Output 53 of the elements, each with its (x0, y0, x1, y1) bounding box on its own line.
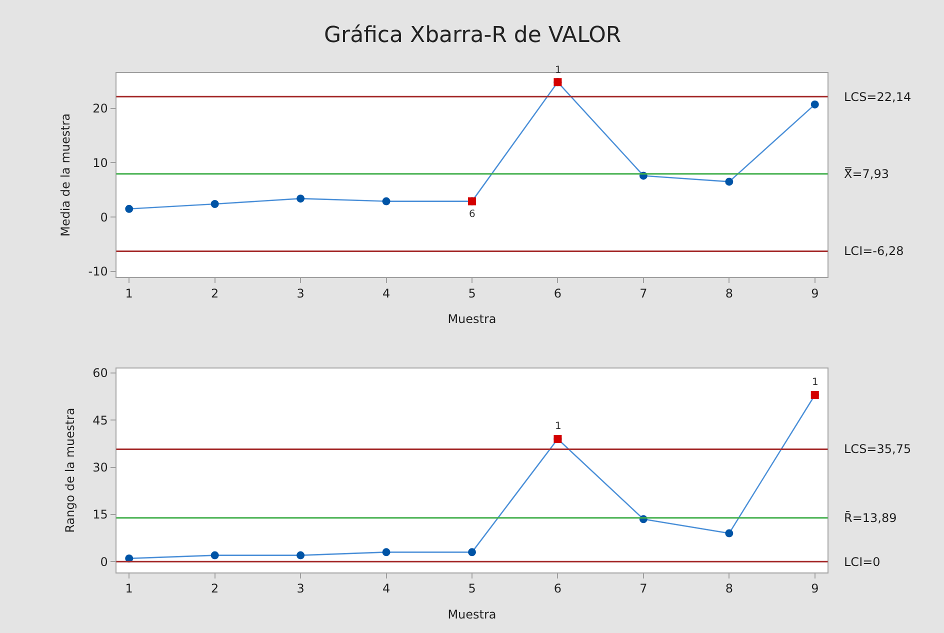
y-tick-label: 60 (92, 366, 108, 380)
x-axis-title: Muestra (448, 312, 496, 326)
point (382, 548, 390, 556)
point (725, 529, 734, 538)
y-tick-label: 30 (92, 460, 108, 474)
x-tick-label: 9 (811, 286, 819, 300)
x-tick-label: 2 (211, 582, 219, 596)
x-tick-label: 4 (382, 582, 390, 596)
x-tick-label: 2 (211, 286, 219, 300)
annotation: 1 (812, 377, 818, 388)
y-axis-title: Media de la muestra (58, 113, 73, 236)
y-tick-label: 0 (100, 210, 108, 224)
ref-line-label: LCS=35,75 (844, 442, 912, 456)
point (725, 178, 734, 186)
ref-line-label: R̄=13,89 (844, 511, 897, 526)
ref-line-label: LCS=22,14 (844, 90, 912, 104)
chart-title: Gráfica Xbarra-R de VALOR (324, 23, 622, 48)
ref-line-label: LCI=-6,28 (844, 244, 904, 258)
x-tick-label: 9 (811, 582, 819, 596)
annotation: 1 (555, 421, 562, 432)
x-axis-title: Muestra (448, 608, 496, 622)
y-tick-label: 45 (92, 413, 108, 428)
x-tick-label: 1 (125, 286, 133, 300)
x-tick-label: 3 (296, 582, 304, 596)
point (210, 200, 219, 208)
point (210, 551, 219, 560)
x-tick-label: 7 (640, 286, 648, 300)
x-tick-label: 3 (296, 286, 304, 300)
x-tick-label: 5 (468, 286, 476, 300)
x-tick-label: 7 (640, 582, 648, 596)
point (382, 197, 390, 206)
y-tick-label: 15 (92, 508, 108, 522)
x-tick-label: 4 (382, 286, 390, 300)
y-tick-label: -10 (88, 264, 108, 279)
x-tick-label: 5 (468, 582, 476, 596)
y-axis-title: Rango de la muestra (62, 408, 77, 533)
annotation: 6 (469, 209, 476, 220)
point (296, 194, 305, 203)
ref-line-label: LCI=0 (844, 555, 880, 569)
ref-line-label: X̿=7,93 (844, 166, 889, 182)
point (296, 551, 305, 560)
x-tick-label: 8 (725, 286, 733, 300)
point (125, 204, 134, 213)
annotation: 1 (555, 65, 562, 76)
point (810, 100, 819, 108)
y-tick-label: 10 (92, 156, 108, 170)
x-tick-label: 6 (554, 286, 562, 300)
y-tick-label: 20 (92, 101, 108, 116)
x-tick-label: 1 (125, 582, 133, 596)
x-tick-label: 8 (725, 582, 733, 596)
point (468, 548, 476, 556)
x-tick-label: 6 (554, 582, 562, 596)
y-tick-label: 0 (100, 554, 108, 569)
